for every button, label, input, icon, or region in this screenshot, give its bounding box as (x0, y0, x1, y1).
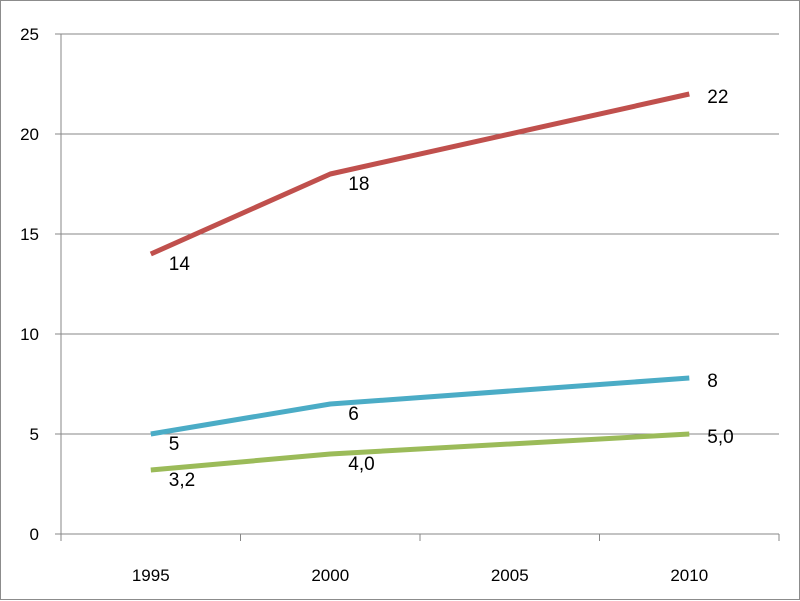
series-line-2 (150, 375, 690, 437)
data-label: 3,2 (169, 470, 195, 491)
y-tick-label: 5 (30, 425, 39, 444)
data-label: 5,0 (707, 427, 733, 448)
data-label: 18 (348, 174, 369, 195)
data-label: 4,0 (348, 454, 374, 475)
data-label: 14 (169, 254, 191, 275)
data-labels: 14 18 22 5 6 8 3,2 4,0 5,0 (169, 87, 734, 491)
series-line-1 (149, 91, 690, 257)
series-lines (149, 91, 690, 473)
x-tick-label: 2010 (670, 566, 708, 585)
y-tick-label: 15 (20, 225, 39, 244)
axes: 0 5 10 15 20 25 1995 2000 2005 2010 (20, 25, 780, 585)
y-tick-label: 20 (20, 125, 39, 144)
gridlines (61, 33, 779, 435)
y-tick-label: 0 (30, 525, 39, 544)
x-tick-label: 2000 (311, 566, 349, 585)
data-label: 22 (707, 87, 728, 108)
data-label: 8 (707, 371, 718, 392)
data-label: 5 (169, 434, 180, 455)
x-tick-label: 1995 (132, 566, 170, 585)
y-tick-label: 10 (20, 325, 39, 344)
data-label: 6 (348, 404, 359, 425)
x-tick-label: 2005 (491, 566, 529, 585)
y-tick-label: 25 (20, 25, 39, 44)
series-line-3 (150, 431, 690, 473)
